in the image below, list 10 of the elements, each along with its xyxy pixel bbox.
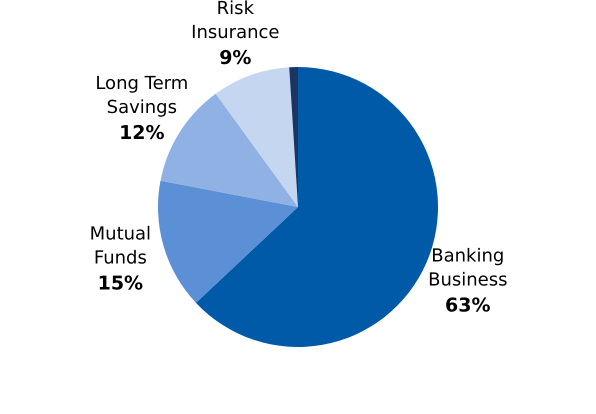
pie-slice: [216, 67, 298, 207]
category-label: Banking Business: [428, 245, 508, 290]
data-label: 9%: [219, 46, 252, 69]
category-label: Long Term Savings: [95, 72, 188, 118]
pie-slice: [158, 180, 298, 303]
data-label: 15%: [98, 272, 144, 295]
category-label: Risk Insurance: [191, 0, 280, 43]
data-label: 12%: [119, 122, 165, 144]
category-label: Mutual Funds: [90, 224, 152, 269]
data-label: 63%: [445, 294, 491, 316]
